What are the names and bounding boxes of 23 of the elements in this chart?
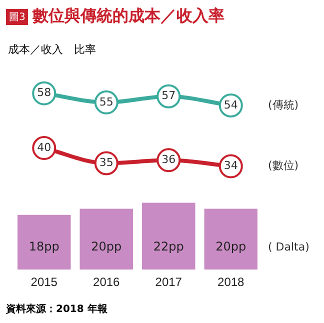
x-tick-label: 2018 [218, 275, 245, 290]
data-label: 20pp [216, 240, 246, 254]
data-label: 58 [37, 86, 52, 100]
data-label: 36 [162, 153, 176, 166]
data-label: 55 [99, 95, 114, 108]
data-label: 18pp [28, 240, 60, 254]
series-label: ( Dalta) [268, 240, 310, 254]
text: (數位) [268, 159, 299, 172]
x-tick-label: 2015 [30, 275, 58, 290]
caption: 圖3 [6, 8, 28, 24]
source-note: 資料來源：2018 年報 [6, 302, 108, 316]
data-label: 34 [224, 159, 238, 172]
data-label: 22pp [153, 240, 184, 254]
data-label: 35 [99, 156, 114, 170]
data-label: 40 [37, 140, 52, 154]
chart-subtitle: 成本／收入 比率 [8, 42, 96, 57]
data-label: 54 [224, 98, 238, 112]
x-tick-label: 2017 [155, 275, 182, 290]
data-label: 20pp [91, 240, 122, 254]
text: (傳統) [268, 98, 299, 112]
chart-title: 數位與傳統的成本／收入率 [32, 6, 224, 27]
x-tick-label: 2016 [93, 275, 120, 290]
data-label: 57 [162, 89, 176, 102]
